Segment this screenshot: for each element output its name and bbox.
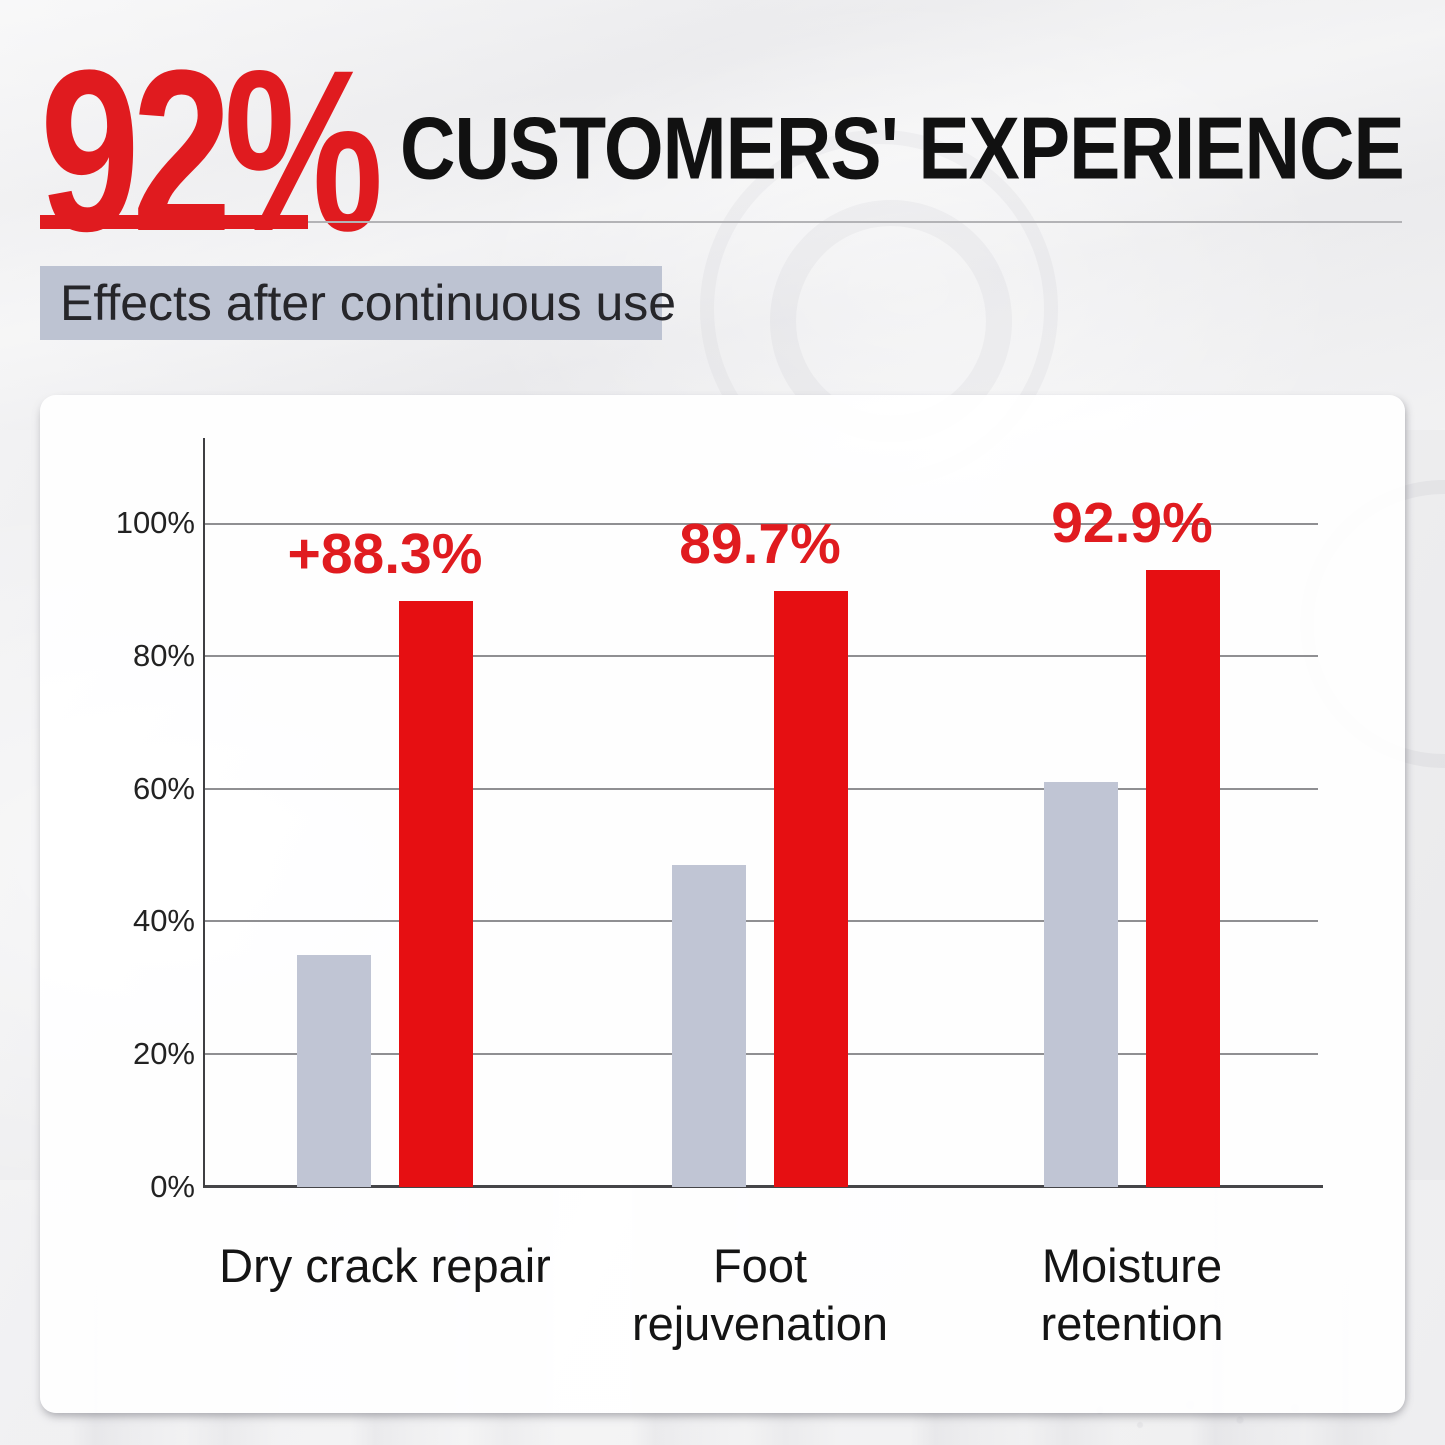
y-tick: 20%	[132, 1036, 195, 1071]
bar-value-label: 89.7%	[679, 512, 841, 576]
category-label: Foot rejuvenation	[631, 1239, 889, 1350]
red-underline	[40, 215, 308, 229]
bar-gray	[297, 955, 371, 1187]
gridline-60	[203, 788, 1318, 790]
subtitle-banner: Effects after continuous use	[40, 266, 676, 340]
bar-value-label: 92.9%	[1051, 491, 1213, 555]
y-axis-line	[203, 438, 205, 1187]
bar-red	[1146, 570, 1220, 1187]
y-tick: 60%	[132, 771, 195, 806]
subtitle-text: Effects after continuous use	[60, 275, 677, 331]
gridline-20	[203, 1053, 1318, 1055]
bar-red	[399, 601, 473, 1187]
thin-divider-line	[308, 221, 1402, 223]
headline-stat: 92%	[40, 22, 383, 279]
bar-gray	[672, 865, 746, 1187]
bar-red	[774, 591, 848, 1187]
gridline-100	[203, 523, 1318, 525]
bar-gray	[1044, 782, 1118, 1187]
gridline-40	[203, 920, 1318, 922]
y-tick: 80%	[132, 638, 195, 673]
y-tick: 0%	[150, 1169, 195, 1204]
chart-panel: 0% 20% 40% 60% 80% 100% +88.3% 89.7% 92.…	[40, 395, 1405, 1413]
bar-value-label: +88.3%	[287, 522, 483, 586]
category-label: Moisture retention	[1040, 1239, 1224, 1350]
y-tick: 40%	[132, 903, 195, 938]
category-label: Dry crack repair	[219, 1239, 551, 1292]
gridline-80	[203, 655, 1318, 657]
headline-title: CUSTOMERS' EXPERIENCE	[400, 99, 1405, 198]
x-axis-line	[203, 1185, 1323, 1188]
y-tick: 100%	[115, 505, 195, 540]
